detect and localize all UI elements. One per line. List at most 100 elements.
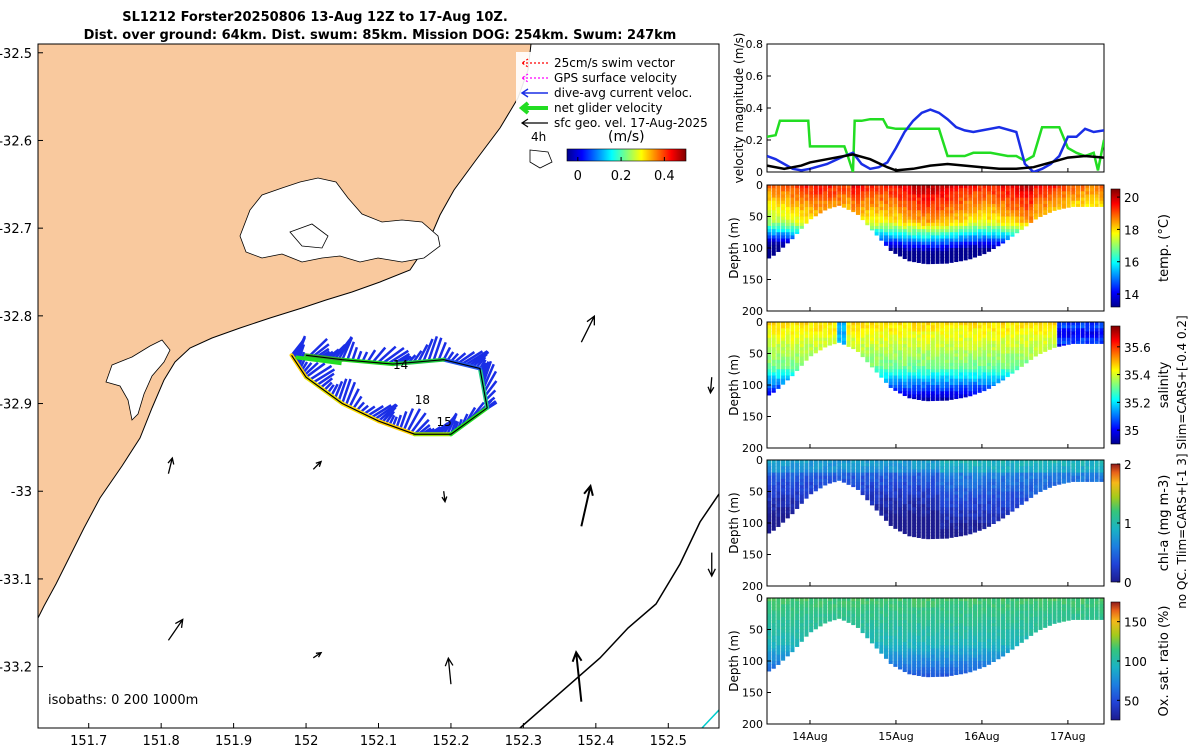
section-cell bbox=[986, 378, 992, 383]
section-cell bbox=[902, 251, 907, 255]
section-cell bbox=[879, 328, 884, 332]
section-cell bbox=[898, 638, 903, 643]
section-cell bbox=[949, 381, 954, 386]
section-cell bbox=[860, 337, 865, 342]
section-cell bbox=[865, 635, 870, 639]
section-cell bbox=[930, 482, 935, 486]
section-cell bbox=[841, 203, 846, 208]
section-cell bbox=[916, 248, 921, 252]
section-cell bbox=[968, 213, 973, 217]
section-cell bbox=[1005, 504, 1010, 508]
section-cell bbox=[1024, 222, 1029, 227]
section-cell bbox=[930, 616, 935, 621]
section-cell bbox=[898, 500, 903, 505]
section-cell bbox=[865, 607, 870, 612]
section-cell bbox=[977, 366, 982, 370]
section-cell bbox=[799, 607, 804, 612]
section-cell bbox=[1057, 620, 1062, 623]
section-cell bbox=[954, 519, 959, 524]
section-cell bbox=[930, 248, 935, 252]
section-cell bbox=[795, 210, 800, 214]
section-cell bbox=[940, 241, 945, 246]
section-cell bbox=[776, 229, 781, 233]
isobath-200m bbox=[701, 709, 719, 728]
section-cell bbox=[949, 638, 954, 643]
section-cell bbox=[879, 488, 884, 492]
section-cell bbox=[767, 235, 772, 240]
section-cell bbox=[884, 654, 889, 659]
section-cell bbox=[912, 191, 917, 195]
section-cell bbox=[893, 460, 898, 464]
section-cell bbox=[912, 469, 917, 474]
current-vector bbox=[296, 344, 306, 365]
section-cell bbox=[869, 362, 875, 367]
section-cell bbox=[949, 657, 954, 662]
section-cell bbox=[963, 500, 968, 505]
section-cell bbox=[1089, 328, 1095, 332]
section-cell bbox=[799, 494, 804, 499]
section-cell bbox=[940, 523, 945, 527]
section-cell bbox=[977, 523, 982, 527]
section-cell bbox=[813, 337, 818, 342]
section-cell bbox=[916, 632, 921, 637]
section-cell bbox=[926, 510, 931, 515]
section-cell bbox=[926, 523, 931, 527]
section-cell bbox=[930, 485, 935, 489]
section-cell bbox=[982, 494, 987, 499]
section-cell bbox=[926, 638, 931, 643]
section-cell bbox=[972, 232, 978, 236]
section-cell bbox=[1005, 500, 1010, 505]
section-cell bbox=[855, 613, 861, 618]
section-cell bbox=[916, 645, 921, 649]
section-cell bbox=[1010, 472, 1015, 477]
section-cell bbox=[907, 667, 912, 671]
section-cell bbox=[972, 472, 978, 477]
section-cell bbox=[776, 604, 781, 608]
geo-vector-arrow bbox=[580, 314, 596, 343]
section-cell bbox=[921, 472, 926, 477]
section-cell bbox=[1029, 616, 1034, 621]
section-cell bbox=[771, 216, 776, 221]
section-cell bbox=[790, 475, 795, 480]
section-cell bbox=[790, 328, 795, 332]
section-cell bbox=[785, 203, 790, 208]
section-cell bbox=[767, 369, 772, 373]
section-cell bbox=[767, 244, 772, 249]
section-cell bbox=[907, 375, 912, 380]
section-cell bbox=[921, 648, 926, 653]
section-cell bbox=[1001, 372, 1006, 377]
velocity-ytick-label: 0.8 bbox=[746, 38, 764, 51]
section-cell bbox=[809, 216, 814, 220]
section-cell bbox=[977, 598, 982, 602]
section-cell bbox=[874, 638, 879, 643]
section-cell bbox=[977, 372, 982, 377]
section-cell bbox=[949, 513, 954, 518]
section-cell bbox=[898, 494, 903, 499]
section-cell bbox=[1033, 466, 1038, 470]
section-ylabel: Depth (m) bbox=[727, 492, 741, 553]
section-cell bbox=[958, 613, 963, 618]
section-cell bbox=[1015, 207, 1020, 211]
section-cell bbox=[986, 642, 992, 646]
current-vector bbox=[422, 338, 434, 362]
section-cell bbox=[884, 203, 889, 208]
section-cell bbox=[1001, 463, 1006, 467]
section-cell bbox=[1080, 613, 1085, 618]
section-cell bbox=[776, 601, 781, 605]
section-cell bbox=[977, 491, 982, 496]
section-cell bbox=[982, 642, 987, 646]
section-cell bbox=[940, 337, 945, 342]
section-cell bbox=[1089, 463, 1095, 467]
section-cell bbox=[869, 331, 875, 336]
section-cell bbox=[907, 466, 912, 470]
section-cell bbox=[982, 607, 987, 612]
section-cell bbox=[1099, 191, 1104, 195]
section-cell bbox=[912, 238, 917, 243]
section-cell bbox=[1061, 607, 1066, 612]
section-cell bbox=[888, 466, 893, 470]
section-cell bbox=[1061, 185, 1066, 189]
section-cell bbox=[869, 185, 875, 189]
section-cell bbox=[874, 322, 879, 326]
section-cell bbox=[912, 375, 917, 380]
section-cell bbox=[785, 507, 790, 511]
